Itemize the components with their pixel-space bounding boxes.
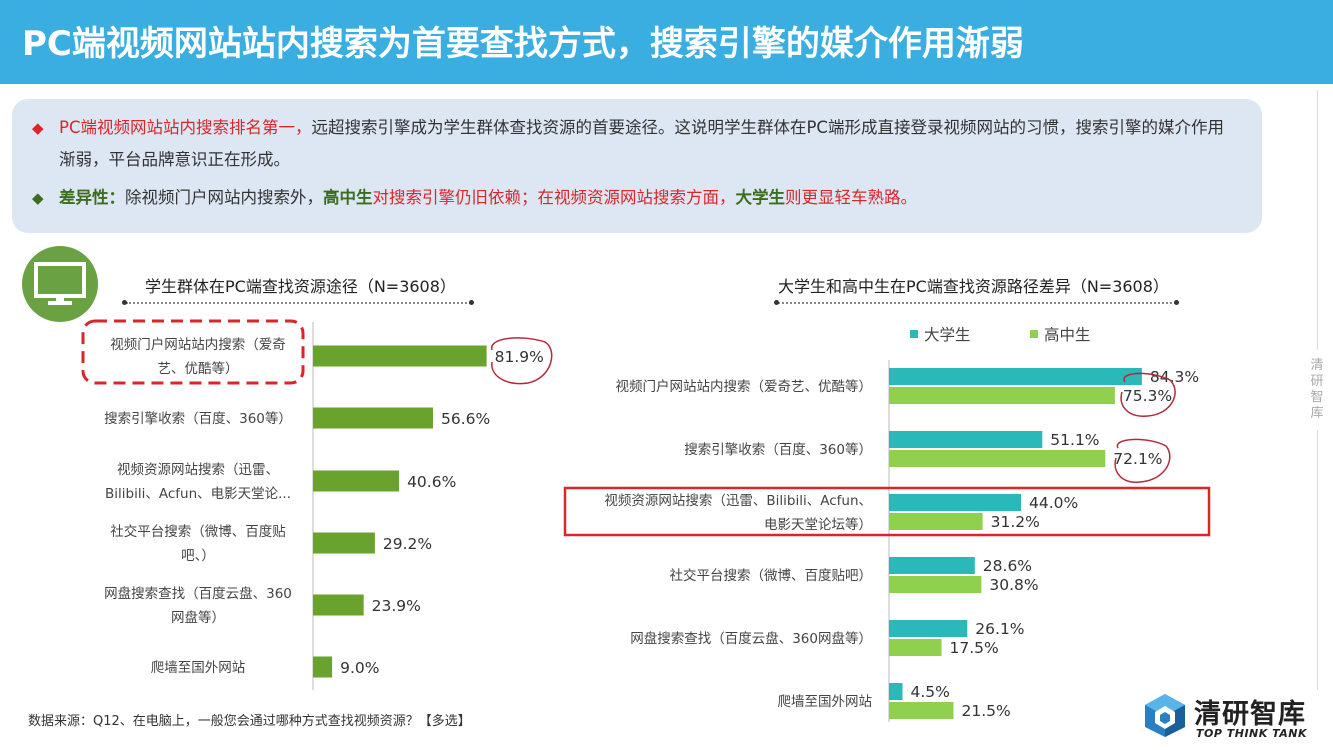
bullet1-highlight: PC端视频网站站内搜索排名第一，: [59, 118, 312, 137]
chart1-data-label: 23.9%: [372, 597, 421, 615]
bullet2-university: 大学生: [735, 188, 786, 207]
chart2-category-label: 视频门户网站站内搜索（爱奇艺、优酷等）: [616, 378, 873, 395]
side-watermark: 清研智库: [1310, 358, 1324, 421]
bullet1-text: 远超搜索引擎成为学生群体查找资源的首要途径。这说明学生群体在PC端形成直接登录视…: [59, 118, 1224, 169]
chart2-data-label: 84.3%: [1150, 368, 1199, 386]
chart2-legend-swatch: [910, 330, 918, 338]
chart2-data-label: 17.5%: [950, 639, 999, 657]
chart1-category-label: 搜索引擎收索（百度、360等）: [104, 410, 292, 427]
bullet2-part2: 对搜索引擎仍旧依赖；在视频资源网站搜索方面，: [372, 188, 736, 207]
chart2-data-label: 28.6%: [983, 557, 1032, 575]
chart1-bar: [313, 470, 400, 492]
chart2-data-label: 30.8%: [989, 576, 1038, 594]
bullet2-highschool: 高中生: [323, 188, 373, 207]
chart2-data-label: 31.2%: [991, 513, 1040, 531]
chart2-data-label: 4.5%: [911, 683, 950, 701]
chart2-bar: [889, 557, 975, 574]
summary-bullet-2: ◆ 差异性：除视频门户网站内搜索外，高中生对搜索引擎仍旧依赖；在视频资源网站搜索…: [32, 182, 1232, 214]
chart1-category-label: Bilibili、Acfun、电影天堂论...: [105, 486, 291, 502]
divider-dot: [469, 300, 474, 305]
diamond-bullet-icon: ◆: [32, 189, 44, 207]
chart2-data-label: 44.0%: [1029, 494, 1078, 512]
chart1-bar: [313, 532, 375, 554]
chart1-data-label: 56.6%: [441, 410, 490, 428]
data-source-note: 数据来源：Q12、在电脑上，一般您会通过哪种方式查找视频资源？【多选】: [28, 714, 471, 729]
chart1-category-label: 视频门户网站站内搜索（爱奇: [110, 336, 286, 353]
side-rule: [1317, 430, 1318, 690]
chart2-data-label: 75.3%: [1123, 387, 1172, 405]
divider-dot: [122, 300, 127, 305]
cube-logo-icon: [1145, 694, 1185, 737]
chart1-highlight-frame: [81, 319, 305, 385]
chart2-bar: [889, 368, 1142, 385]
chart1-bar: [313, 594, 364, 616]
chart2-bar: [889, 431, 1043, 448]
chart1-bar: [313, 345, 487, 367]
chart2-bar: [889, 450, 1106, 467]
chart1-circle-annotation: [491, 337, 553, 385]
chart1-title-divider: [126, 302, 471, 304]
chart2-data-label: 21.5%: [962, 702, 1011, 720]
chart2-title: 大学生和高中生在PC端查找资源路径差异（N=3608）: [778, 277, 1169, 296]
chart2-legend-label: 大学生: [924, 326, 971, 344]
chart2-category-label: 爬墙至国外网站: [778, 694, 873, 710]
chart2-bar: [889, 639, 942, 656]
logo-tagline: TOP THINK TANK: [1196, 727, 1308, 740]
chart2-legend-swatch: [1030, 330, 1038, 338]
chart2-category-label: 社交平台搜索（微博、百度贴吧）: [670, 567, 873, 584]
divider-dot: [1174, 300, 1179, 305]
chart1-category-label: 艺、优酷等）: [158, 360, 239, 377]
chart2-circle-annotation: [1114, 438, 1171, 483]
chart1-data-label: 81.9%: [495, 348, 544, 366]
diamond-bullet-icon: ◆: [32, 119, 44, 137]
page-title: PC端视频网站站内搜索为首要查找方式，搜索引擎的媒介作用渐弱: [22, 24, 1024, 64]
chart1-bar: [313, 656, 333, 678]
chart2-bar: [889, 620, 968, 637]
logo-name: 清研智库: [1194, 699, 1306, 730]
chart1-data-label: 9.0%: [340, 659, 379, 677]
chart1-bar: [313, 407, 433, 429]
chart2-bar: [889, 494, 1021, 511]
chart1-category-label: 爬墙至国外网站: [151, 660, 246, 676]
divider-dot: [774, 300, 779, 305]
chart2-data-label: 72.1%: [1113, 450, 1162, 468]
chart2-title-divider: [778, 302, 1176, 304]
chart2-category-label: 搜索引擎收索（百度、360等）: [684, 441, 872, 458]
bullet2-part3: 则更显轻车熟路。: [785, 188, 917, 207]
chart2-highlight-frame: [563, 486, 1211, 537]
bullet2-part1: 除视频门户网站内搜索外，: [125, 188, 323, 207]
chart2-bar: [889, 683, 903, 700]
chart2-data-label: 51.1%: [1050, 431, 1099, 449]
monitor-icon: [22, 246, 98, 322]
chart1-category-label: 社交平台搜索（微博、百度贴: [110, 523, 286, 540]
summary-bullet-1: ◆ PC端视频网站站内搜索排名第一，远超搜索引擎成为学生群体查找资源的首要途径。…: [32, 112, 1232, 176]
chart2-data-label: 26.1%: [975, 620, 1024, 638]
chart1-data-label: 40.6%: [407, 473, 456, 491]
chart1-category-label: 网盘搜索查找（百度云盘、360: [104, 585, 292, 602]
chart2-category-label: 视频资源网站搜索（迅雷、Bilibili、Acfun、: [604, 493, 872, 509]
side-rule: [1317, 90, 1318, 350]
chart1-title: 学生群体在PC端查找资源途径（N=3608）: [145, 277, 456, 296]
chart1-category-label: 吧、）: [181, 548, 215, 564]
chart2-bar: [889, 576, 982, 593]
header-bar: PC端视频网站站内搜索为首要查找方式，搜索引擎的媒介作用渐弱: [0, 0, 1333, 84]
chart2-category-label: 网盘搜索查找（百度云盘、360网盘等）: [630, 630, 872, 647]
brand-logo: 清研智库 TOP THINK TANK: [1142, 692, 1327, 744]
chart1-category-label: 视频资源网站搜索（迅雷、: [117, 462, 279, 478]
chart1-category-label: 网盘等）: [171, 609, 225, 626]
chart2-circle-annotation: [1120, 372, 1176, 417]
bullet2-label: 差异性：: [59, 188, 125, 207]
summary-box: ◆ PC端视频网站站内搜索排名第一，远超搜索引擎成为学生群体查找资源的首要途径。…: [12, 99, 1262, 233]
chart2-bar: [889, 702, 954, 719]
chart2-bar: [889, 513, 983, 530]
chart1-data-label: 29.2%: [383, 535, 432, 553]
chart2-category-label: 电影天堂论坛等）: [764, 516, 872, 533]
chart2-bar: [889, 387, 1115, 404]
chart2-legend-label: 高中生: [1044, 326, 1091, 344]
